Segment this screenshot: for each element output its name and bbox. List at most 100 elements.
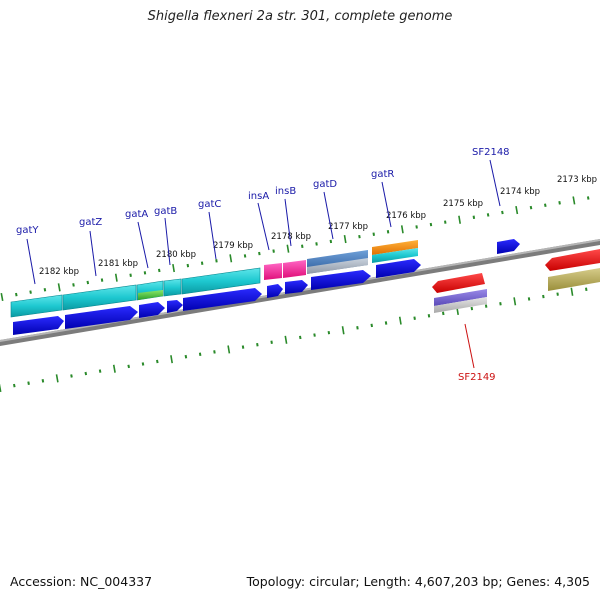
gene-insB-box[interactable] bbox=[283, 260, 306, 278]
gene-label-SF2149[interactable]: SF2149 bbox=[458, 372, 496, 383]
scale-minor-tick bbox=[127, 364, 130, 369]
gene-arrow[interactable] bbox=[285, 280, 308, 294]
scale-major-tick bbox=[172, 263, 175, 273]
gene-box[interactable] bbox=[548, 268, 600, 291]
scale-minor-tick bbox=[272, 249, 275, 253]
scale-minor-tick bbox=[43, 288, 47, 292]
gene-gatB-box[interactable] bbox=[163, 278, 182, 297]
forward-features bbox=[10, 240, 418, 318]
scale-major-tick bbox=[112, 364, 116, 373]
gene-arrow[interactable] bbox=[545, 249, 600, 271]
scale-label: 2178 kbp bbox=[271, 232, 311, 242]
gene-gatZ-box[interactable] bbox=[62, 284, 137, 311]
gene-arrow[interactable] bbox=[65, 306, 138, 329]
gene-SF2149-box[interactable] bbox=[434, 289, 487, 306]
scale-minor-tick bbox=[444, 220, 447, 224]
scale-minor-tick bbox=[556, 292, 559, 296]
scale-major-tick bbox=[343, 234, 347, 244]
scale-major-tick bbox=[55, 374, 59, 383]
scale-minor-tick bbox=[313, 333, 316, 337]
gene-label-gatA[interactable]: gatA bbox=[125, 209, 148, 220]
scale-major-tick bbox=[570, 287, 574, 296]
scale-minor-tick bbox=[15, 292, 18, 297]
scale-minor-tick bbox=[29, 290, 32, 294]
gene-gatC-box[interactable] bbox=[181, 267, 261, 295]
scale-major-tick bbox=[170, 355, 173, 364]
gene-arrow[interactable] bbox=[183, 288, 262, 311]
gene-arrow[interactable] bbox=[376, 259, 421, 278]
gene-arrow[interactable] bbox=[13, 316, 64, 335]
scale-minor-tick bbox=[327, 330, 331, 335]
scale-minor-tick bbox=[315, 242, 318, 246]
scale-minor-tick bbox=[270, 340, 273, 344]
scale-major-tick bbox=[227, 345, 231, 354]
scale-minor-tick bbox=[358, 234, 361, 239]
scale-minor-tick bbox=[542, 294, 545, 299]
gene-insA-box[interactable] bbox=[264, 263, 282, 280]
gene-label-gatY[interactable]: gatY bbox=[16, 225, 39, 236]
scale-minor-tick bbox=[329, 239, 333, 244]
scale-label: 2173 kbp bbox=[557, 175, 597, 185]
gene-arrow[interactable] bbox=[311, 270, 371, 290]
scale-minor-tick bbox=[370, 323, 373, 328]
gene-gatD-shade bbox=[307, 258, 368, 274]
gene-label-gatB[interactable]: gatB bbox=[154, 206, 177, 217]
gene-label-gatD[interactable]: gatD bbox=[313, 179, 337, 190]
gene-label-insA[interactable]: insA bbox=[248, 191, 269, 202]
gene-labels: gatY gatZ gatA gatB gatC insA insB gatD … bbox=[16, 147, 510, 383]
gene-gatR-box[interactable] bbox=[372, 240, 418, 255]
scale-minor-tick bbox=[241, 345, 245, 349]
scale-major-tick bbox=[114, 273, 118, 282]
scale-major-tick bbox=[572, 196, 576, 205]
scale-minor-tick bbox=[499, 302, 502, 306]
arrow-genes-upper bbox=[13, 239, 520, 335]
scale-label: 2177 kbp bbox=[328, 222, 368, 232]
gene-gatY-box[interactable] bbox=[10, 294, 63, 318]
gene-label-gatZ[interactable]: gatZ bbox=[79, 217, 102, 228]
scale-major-tick bbox=[0, 383, 2, 393]
scale-minor-tick bbox=[484, 304, 488, 308]
gene-arrow[interactable] bbox=[267, 284, 283, 298]
scale-major-tick bbox=[341, 326, 345, 335]
gene-label-gatR[interactable]: gatR bbox=[371, 169, 394, 180]
gene-label-SF2148[interactable]: SF2148 bbox=[472, 147, 510, 158]
gene-arrow-SF2149[interactable] bbox=[432, 273, 485, 293]
gene-arrow[interactable] bbox=[167, 300, 183, 313]
scale-minor-tick bbox=[158, 268, 161, 273]
scale-minor-tick bbox=[470, 306, 474, 311]
gene-arrow[interactable] bbox=[139, 302, 165, 318]
scale-major-tick bbox=[284, 335, 288, 344]
gene-arrow-SF2148[interactable] bbox=[497, 239, 520, 254]
scale-minor-tick bbox=[544, 203, 547, 207]
scale-minor-tick bbox=[356, 326, 359, 330]
scale-minor-tick bbox=[86, 280, 90, 285]
scale-major-tick bbox=[513, 297, 517, 306]
scale-minor-tick bbox=[200, 261, 204, 265]
scale-minor-tick bbox=[384, 321, 388, 325]
scale-minor-tick bbox=[301, 244, 304, 249]
scale-minor-tick bbox=[372, 232, 375, 236]
scale-label: 2179 kbp bbox=[213, 241, 253, 251]
scale-minor-tick bbox=[558, 201, 561, 205]
scale-major-tick bbox=[286, 244, 290, 253]
gene-gatR-box-lower bbox=[372, 248, 418, 263]
scale-minor-tick bbox=[129, 273, 132, 277]
gene-label-gatC[interactable]: gatC bbox=[198, 199, 221, 210]
scale-minor-tick bbox=[299, 335, 302, 340]
scale-major-tick bbox=[57, 283, 61, 292]
scale-minor-tick bbox=[486, 213, 490, 217]
gene-label-insB[interactable]: insB bbox=[275, 186, 296, 197]
scale-label: 2181 kbp bbox=[98, 259, 138, 269]
scale-minor-tick bbox=[429, 222, 433, 227]
scale-minor-tick bbox=[70, 374, 73, 378]
scale-minor-tick bbox=[415, 225, 418, 229]
gene-gatA-inner bbox=[138, 290, 163, 300]
gene-SF2149-shade bbox=[434, 297, 487, 313]
scale-minor-tick bbox=[586, 196, 590, 200]
scale-major-tick bbox=[398, 316, 402, 325]
accession-text: Accession: NC_004337 bbox=[10, 574, 153, 589]
scale-minor-tick bbox=[184, 354, 188, 359]
label-leaders bbox=[26, 159, 501, 369]
